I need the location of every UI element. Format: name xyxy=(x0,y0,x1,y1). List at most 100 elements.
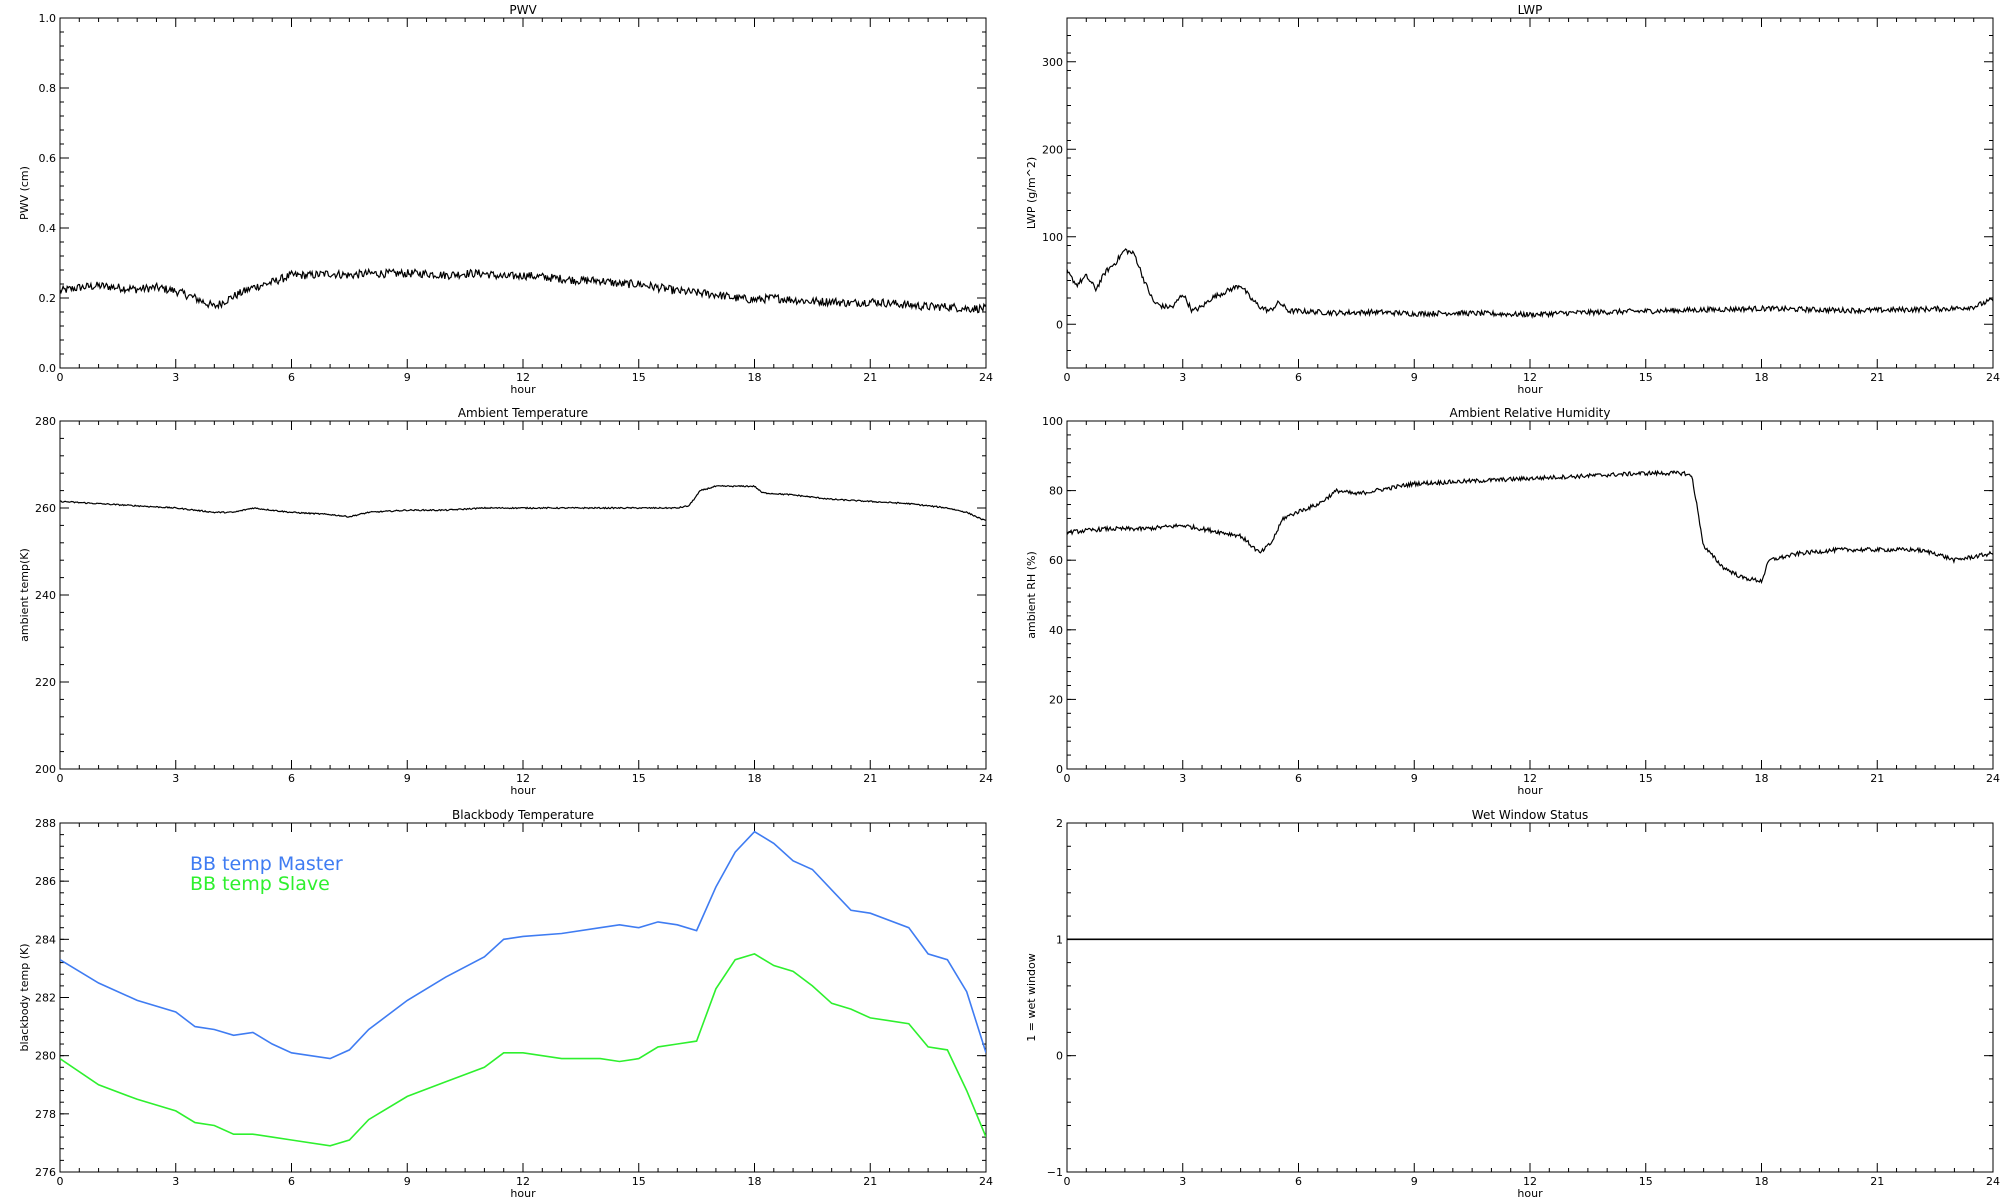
ambient-rh-y-tick-label: 80 xyxy=(1049,485,1063,498)
pwv-x-tick-label: 18 xyxy=(748,371,762,384)
lwp-x-tick-label: 9 xyxy=(1411,371,1418,384)
blackbody-temp-y-tick-label: 284 xyxy=(35,933,56,946)
blackbody-temp-x-tick-label: 6 xyxy=(288,1175,295,1188)
ambient-temp-panel: Ambient Temperature 0 3 6 9 12 15 18 21 24 200 220 2… xyxy=(18,406,993,797)
ambient-rh-x-tick-label: 6 xyxy=(1295,772,1302,785)
ambient-temp-x-tick-label: 15 xyxy=(632,772,646,785)
blackbody-temp-y-tick-label: 276 xyxy=(35,1166,56,1179)
wet-window-x-tick-label: 21 xyxy=(1870,1175,1884,1188)
wet-window-x-tick-label: 9 xyxy=(1411,1175,1418,1188)
blackbody-temp-series-line-0 xyxy=(60,830,986,1060)
ambient-rh-y-tick-label: 20 xyxy=(1049,693,1063,706)
ambient-temp-x-tick-label: 3 xyxy=(172,772,179,785)
blackbody-temp-y-tick-label: 286 xyxy=(35,875,56,888)
wet-window-y-tick-label: 1 xyxy=(1056,933,1063,946)
blackbody-temp-x-axis-title: hour xyxy=(510,1187,536,1200)
lwp-x-axis-title: hour xyxy=(1517,383,1543,396)
lwp-x-tick-label: 0 xyxy=(1064,371,1071,384)
ambient-rh-series-line-0 xyxy=(1067,469,1993,585)
blackbody-temp-y-tick-label: 282 xyxy=(35,992,56,1005)
blackbody-temp-x-tick-label: 21 xyxy=(863,1175,877,1188)
ambient-rh-y-tick-label: 100 xyxy=(1042,415,1063,428)
ambient-temp-x-tick-label: 9 xyxy=(404,772,411,785)
wet-window-x-tick-label: 24 xyxy=(1986,1175,2000,1188)
blackbody-temp-x-tick-label: 24 xyxy=(979,1175,993,1188)
ambient-rh-x-tick-label: 18 xyxy=(1755,772,1769,785)
wet-window-x-tick-label: 3 xyxy=(1179,1175,1186,1188)
lwp-x-tick-label: 6 xyxy=(1295,371,1302,384)
blackbody-temp-panel: Blackbody Temperature 0 3 6 9 12 15 18 21 24 276 27… xyxy=(18,808,993,1200)
pwv-y-tick-label: 1.0 xyxy=(39,12,57,25)
lwp-x-tick-label: 21 xyxy=(1870,371,1884,384)
pwv-x-tick-label: 24 xyxy=(979,371,993,384)
blackbody-temp-x-tick-label: 15 xyxy=(632,1175,646,1188)
ambient-rh-x-tick-label: 12 xyxy=(1523,772,1537,785)
pwv-x-tick-label: 3 xyxy=(172,371,179,384)
pwv-x-tick-label: 6 xyxy=(288,371,295,384)
ambient-temp-x-tick-label: 18 xyxy=(748,772,762,785)
lwp-x-tick-label: 3 xyxy=(1179,371,1186,384)
wet-window-y-axis-title: 1 = wet window xyxy=(1025,953,1038,1042)
ambient-rh-y-tick-label: 0 xyxy=(1056,763,1063,776)
lwp-y-axis-title: LWP (g/m^2) xyxy=(1025,157,1038,229)
wet-window-y-tick-label: 2 xyxy=(1056,817,1063,830)
blackbody-temp-y-tick-label: 278 xyxy=(35,1108,56,1121)
blackbody-temp-y-tick-label: 288 xyxy=(35,817,56,830)
pwv-x-tick-label: 21 xyxy=(863,371,877,384)
wet-window-y-tick-label: −1 xyxy=(1047,1166,1063,1179)
lwp-series-line-0 xyxy=(1067,248,1993,319)
pwv-y-tick-label: 0.2 xyxy=(39,292,57,305)
blackbody-temp-title: Blackbody Temperature xyxy=(452,808,594,822)
ambient-temp-x-tick-label: 21 xyxy=(863,772,877,785)
ambient-temp-y-tick-label: 280 xyxy=(35,415,56,428)
pwv-series-line-0 xyxy=(60,267,986,314)
pwv-x-tick-label: 15 xyxy=(632,371,646,384)
blackbody-temp-x-tick-label: 3 xyxy=(172,1175,179,1188)
ambient-rh-y-tick-label: 40 xyxy=(1049,624,1063,637)
ambient-temp-x-tick-label: 24 xyxy=(979,772,993,785)
lwp-y-tick-label: 300 xyxy=(1042,56,1063,69)
ambient-rh-y-axis-title: ambient RH (%) xyxy=(1025,551,1038,639)
wet-window-x-tick-label: 18 xyxy=(1755,1175,1769,1188)
pwv-y-tick-label: 0.6 xyxy=(39,152,57,165)
pwv-x-axis-title: hour xyxy=(510,383,536,396)
lwp-panel: LWP 0 3 6 9 12 15 18 21 24 0 100 200 300 hour LWP (g/m^… xyxy=(1025,3,2000,396)
ambient-temp-x-axis-title: hour xyxy=(510,784,536,797)
ambient-rh-x-tick-label: 9 xyxy=(1411,772,1418,785)
ambient-rh-y-tick-label: 60 xyxy=(1049,554,1063,567)
blackbody-temp-y-tick-label: 280 xyxy=(35,1050,56,1063)
wet-window-x-tick-label: 15 xyxy=(1639,1175,1653,1188)
blackbody-temp-x-tick-label: 9 xyxy=(404,1175,411,1188)
lwp-x-tick-label: 15 xyxy=(1639,371,1653,384)
ambient-temp-x-tick-label: 12 xyxy=(516,772,530,785)
blackbody-temp-x-tick-label: 18 xyxy=(748,1175,762,1188)
ambient-rh-x-tick-label: 3 xyxy=(1179,772,1186,785)
ambient-rh-x-tick-label: 0 xyxy=(1064,772,1071,785)
blackbody-temp-series-line-1 xyxy=(60,953,986,1147)
lwp-y-tick-label: 100 xyxy=(1042,231,1063,244)
lwp-y-tick-label: 0 xyxy=(1056,318,1063,331)
lwp-x-tick-label: 18 xyxy=(1755,371,1769,384)
ambient-temp-y-tick-label: 240 xyxy=(35,589,56,602)
wet-window-y-tick-label: 0 xyxy=(1056,1050,1063,1063)
pwv-y-tick-label: 0.8 xyxy=(39,82,57,95)
lwp-y-tick-label: 200 xyxy=(1042,143,1063,156)
ambient-temp-series-line-0 xyxy=(60,484,986,521)
ambient-rh-title: Ambient Relative Humidity xyxy=(1450,406,1611,420)
pwv-x-tick-label: 12 xyxy=(516,371,530,384)
ambient-rh-x-tick-label: 24 xyxy=(1986,772,2000,785)
pwv-title: PWV xyxy=(509,3,537,17)
ambient-rh-plot-frame xyxy=(1066,420,1994,770)
wet-window-x-tick-label: 12 xyxy=(1523,1175,1537,1188)
pwv-panel: PWV 0 3 6 9 12 15 18 21 24 0.0 0.2 0.4 0.6 0.8 1.0 hour P… xyxy=(18,3,993,396)
ambient-temp-y-tick-label: 200 xyxy=(35,763,56,776)
pwv-y-tick-label: 0.0 xyxy=(39,362,57,375)
ambient-temp-title: Ambient Temperature xyxy=(458,406,588,420)
ambient-rh-x-axis-title: hour xyxy=(1517,784,1543,797)
wet-window-x-tick-label: 6 xyxy=(1295,1175,1302,1188)
ambient-temp-y-tick-label: 260 xyxy=(35,502,56,515)
blackbody-temp-x-tick-label: 0 xyxy=(57,1175,64,1188)
pwv-x-tick-label: 9 xyxy=(404,371,411,384)
